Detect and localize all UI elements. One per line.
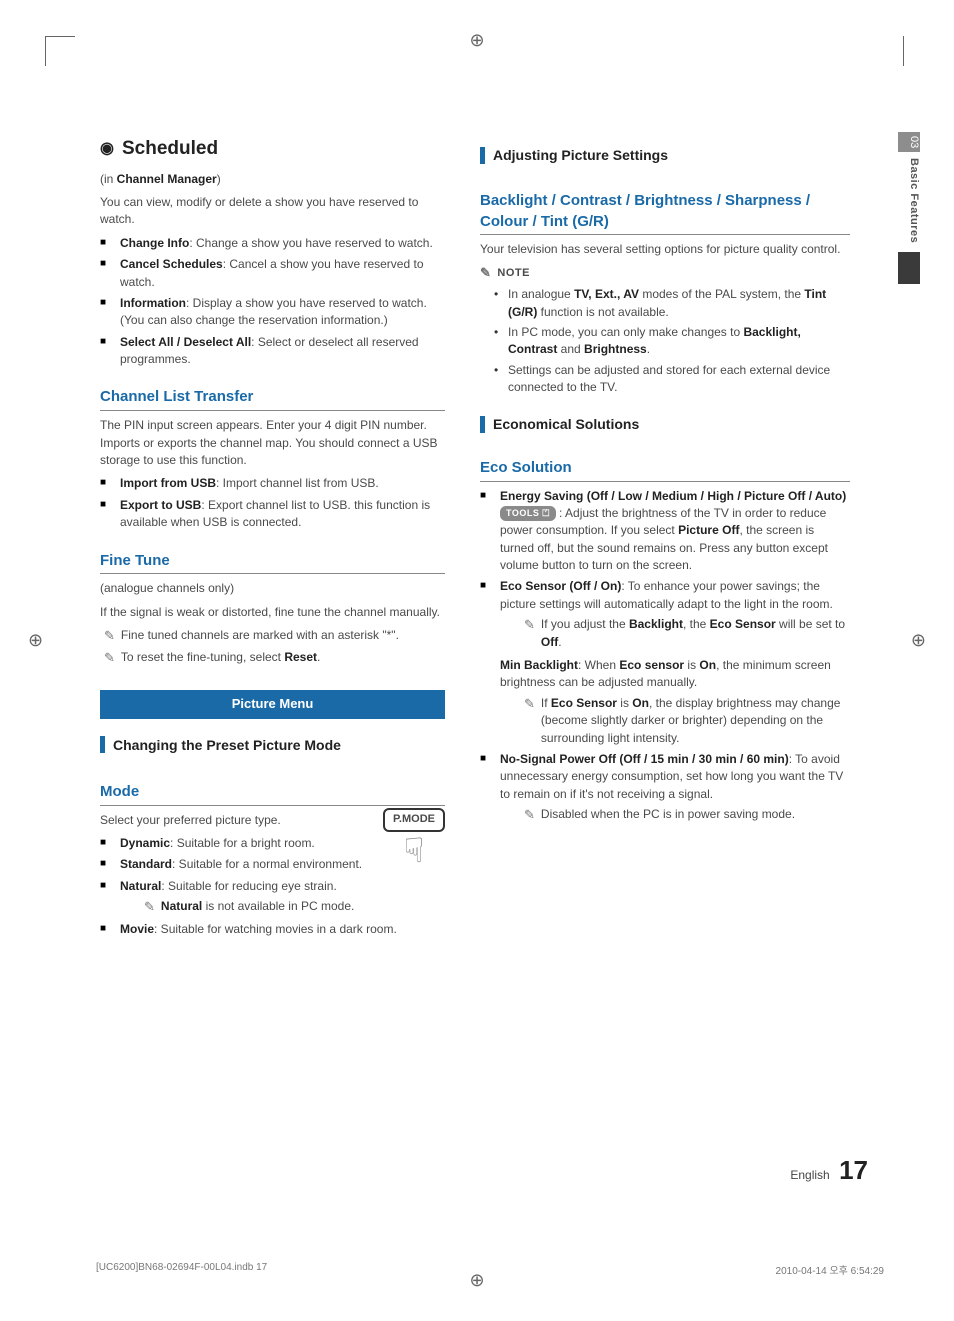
finetune-heading: Fine Tune [100,550,445,575]
note-icon [480,264,491,283]
crop-mark-top-icon: ⊕ [469,30,484,51]
print-timestamp: 2010-04-14 오후 6:54:29 [776,1262,884,1277]
list-item: Cancel Schedules: Cancel a show you have… [100,256,445,291]
scheduled-title: Scheduled [122,135,218,163]
scheduled-list: Change Info: Change a show you have rese… [100,235,445,369]
finetune-note: Fine tuned channels are marked with an a… [104,627,445,646]
list-item: In analogue TV, Ext., AV modes of the PA… [494,286,850,321]
note-label: NOTE [480,264,850,283]
chapter-label: Basic Features [898,152,920,243]
list-item: Information: Display a show you have res… [100,295,445,330]
list-item: Export to USB: Export channel list to US… [100,497,445,532]
mode-subnote: Natural is not available in PC mode. [144,898,445,917]
list-item: Energy Saving (Off / Low / Medium / High… [480,488,850,575]
page-footer: English 17 [790,1155,868,1186]
adjusting-heading: Adjusting Picture Settings [480,145,850,165]
crop-line [45,36,75,37]
list-item: Standard: Suitable for a normal environm… [100,856,445,873]
mode-heading: Mode [100,781,445,806]
min-backlight: Min Backlight: When Eco sensor is On, th… [500,657,850,692]
page-content: ◉ Scheduled (in Channel Manager) You can… [100,135,894,1221]
chapter-number: 03 [898,132,920,152]
crop-line [45,36,46,66]
list-item: Eco Sensor (Off / On): To enhance your p… [480,578,850,747]
crop-mark-left-icon: ⊕ [28,630,43,651]
tab-marker [898,252,920,284]
note-icon [524,806,535,825]
list-item: Settings can be adjusted and stored for … [494,362,850,397]
list-item: Select All / Deselect All: Select or des… [100,334,445,369]
clock-icon: ◉ [100,137,114,160]
list-item: Dynamic: Suitable for a bright room. [100,835,445,852]
list-item: Import from USB: Import channel list fro… [100,475,445,492]
transfer-list: Import from USB: Import channel list fro… [100,475,445,531]
list-item: Natural: Suitable for reducing eye strai… [100,878,445,917]
eco-subnote: Disabled when the PC is in power saving … [524,806,850,825]
chapter-tab: 03 Basic Features [898,132,920,284]
print-metadata: [UC6200]BN68-02694F-00L04.indb 17 2010-0… [96,1262,884,1277]
footer-lang: English [790,1168,829,1182]
eco-subnote: If Eco Sensor is On, the display brightn… [524,695,850,747]
crop-line [903,36,904,66]
backlight-heading: Backlight / Contrast / Brightness / Shar… [480,191,850,235]
heading-bar-icon [100,736,105,753]
list-item: In PC mode, you can only make changes to… [494,324,850,359]
tools-badge-icon: TOOLS ⏍ [500,506,556,521]
backlight-intro: Your television has several setting opti… [480,241,850,258]
print-file: [UC6200]BN68-02694F-00L04.indb 17 [96,1262,267,1277]
list-item: Movie: Suitable for watching movies in a… [100,921,445,938]
right-column: Adjusting Picture Settings Backlight / C… [480,135,850,1221]
crop-mark-right-icon: ⊕ [911,630,926,651]
note-icon [524,616,535,651]
heading-bar-icon [480,416,485,433]
pmode-button-label: P.MODE [383,808,445,832]
manual-page: ⊕ ⊕ ⊕ ⊕ 03 Basic Features ◉ Scheduled (i… [0,0,954,1321]
picture-menu-bar: Picture Menu [100,690,445,719]
scheduled-heading: ◉ Scheduled [100,135,445,163]
scheduled-intro: You can view, modify or delete a show yo… [100,194,445,229]
note-icon [524,695,535,747]
note-icon [144,898,155,917]
scheduled-context: (in Channel Manager) [100,171,445,188]
eco-list: Energy Saving (Off / Low / Medium / High… [480,488,850,825]
economical-heading: Economical Solutions [480,414,850,434]
backlight-notes: In analogue TV, Ext., AV modes of the PA… [494,286,850,396]
heading-bar-icon [480,147,485,164]
changing-mode-heading: Changing the Preset Picture Mode [100,735,445,755]
eco-subnote: If you adjust the Backlight, the Eco Sen… [524,616,850,651]
transfer-intro: The PIN input screen appears. Enter your… [100,417,445,469]
finetune-sub: (analogue channels only) [100,580,445,597]
transfer-heading: Channel List Transfer [100,386,445,411]
finetune-note: To reset the fine-tuning, select Reset. [104,649,445,668]
list-item: Change Info: Change a show you have rese… [100,235,445,252]
list-item: No-Signal Power Off (Off / 15 min / 30 m… [480,751,850,825]
page-number: 17 [839,1155,868,1185]
note-icon [104,627,115,646]
finetune-intro: If the signal is weak or distorted, fine… [100,604,445,621]
mode-list: Dynamic: Suitable for a bright room. Sta… [100,835,445,938]
left-column: ◉ Scheduled (in Channel Manager) You can… [100,135,445,1221]
note-icon [104,649,115,668]
eco-heading: Eco Solution [480,457,850,482]
